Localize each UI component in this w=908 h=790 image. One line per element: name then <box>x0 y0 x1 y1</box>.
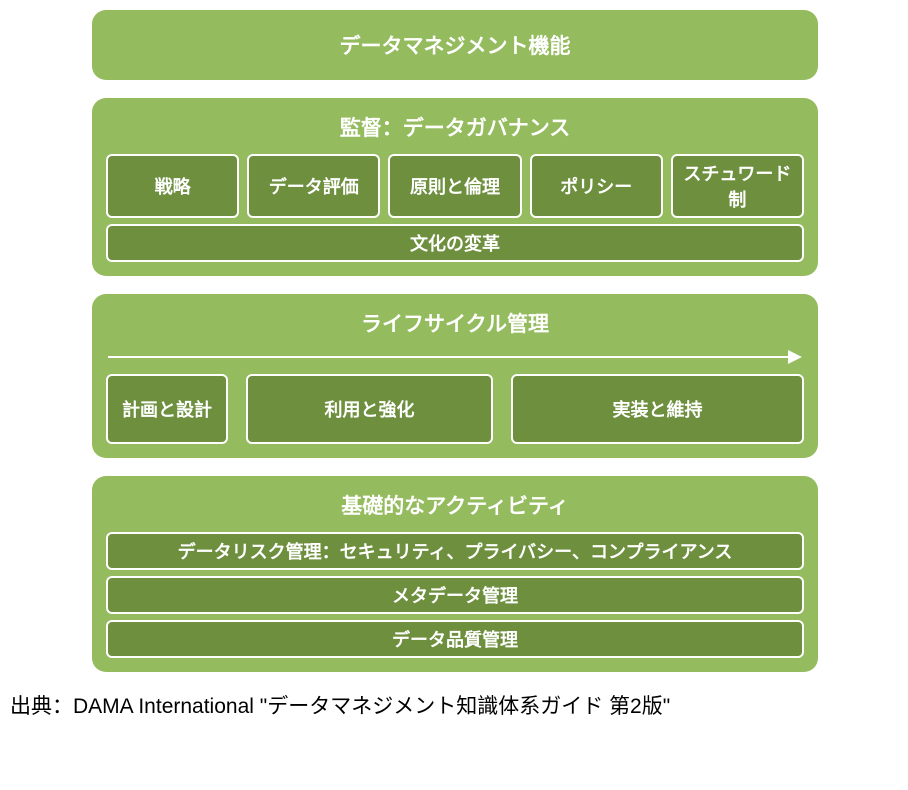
panel-foundation: 基礎的なアクティビティ データリスク管理：セキュリティ、プライバシー、コンプライ… <box>92 476 818 672</box>
panel-data-management: データマネジメント機能 <box>92 10 818 80</box>
cell-principles-ethics: 原則と倫理 <box>388 154 521 218</box>
cell-stewardship: スチュワード制 <box>671 154 804 218</box>
diagram-container: データマネジメント機能 監督：データガバナンス 戦略 データ評価 原則と倫理 ポ… <box>0 10 908 672</box>
lifecycle-arrow <box>108 350 802 364</box>
cell-use-enhance: 利用と強化 <box>246 374 493 444</box>
arrow-head-icon <box>788 350 802 364</box>
panel-lifecycle: ライフサイクル管理 計画と設計 利用と強化 実装と維持 <box>92 294 818 458</box>
panel-title: ライフサイクル管理 <box>106 308 804 338</box>
panel-title: 監督：データガバナンス <box>106 112 804 142</box>
arrow-line <box>108 356 792 358</box>
cell-culture-change: 文化の変革 <box>106 224 804 262</box>
governance-row-1: 戦略 データ評価 原則と倫理 ポリシー スチュワード制 <box>106 154 804 218</box>
panel-title: 基礎的なアクティビティ <box>106 490 804 520</box>
cell-policy: ポリシー <box>530 154 663 218</box>
source-citation: 出典：DAMA International "データマネジメント知識体系ガイド … <box>0 690 908 720</box>
foundation-row-1: データリスク管理：セキュリティ、プライバシー、コンプライアンス <box>106 532 804 570</box>
cell-plan-design: 計画と設計 <box>106 374 228 444</box>
panel-governance: 監督：データガバナンス 戦略 データ評価 原則と倫理 ポリシー スチュワード制 … <box>92 98 818 276</box>
cell-data-quality: データ品質管理 <box>106 620 804 658</box>
cell-data-risk: データリスク管理：セキュリティ、プライバシー、コンプライアンス <box>106 532 804 570</box>
foundation-row-3: データ品質管理 <box>106 620 804 658</box>
governance-row-2: 文化の変革 <box>106 224 804 262</box>
cell-data-evaluation: データ評価 <box>247 154 380 218</box>
cell-metadata: メタデータ管理 <box>106 576 804 614</box>
panel-title: データマネジメント機能 <box>106 30 804 60</box>
cell-implement-maintain: 実装と維持 <box>511 374 804 444</box>
cell-strategy: 戦略 <box>106 154 239 218</box>
foundation-row-2: メタデータ管理 <box>106 576 804 614</box>
lifecycle-row: 計画と設計 利用と強化 実装と維持 <box>106 374 804 444</box>
